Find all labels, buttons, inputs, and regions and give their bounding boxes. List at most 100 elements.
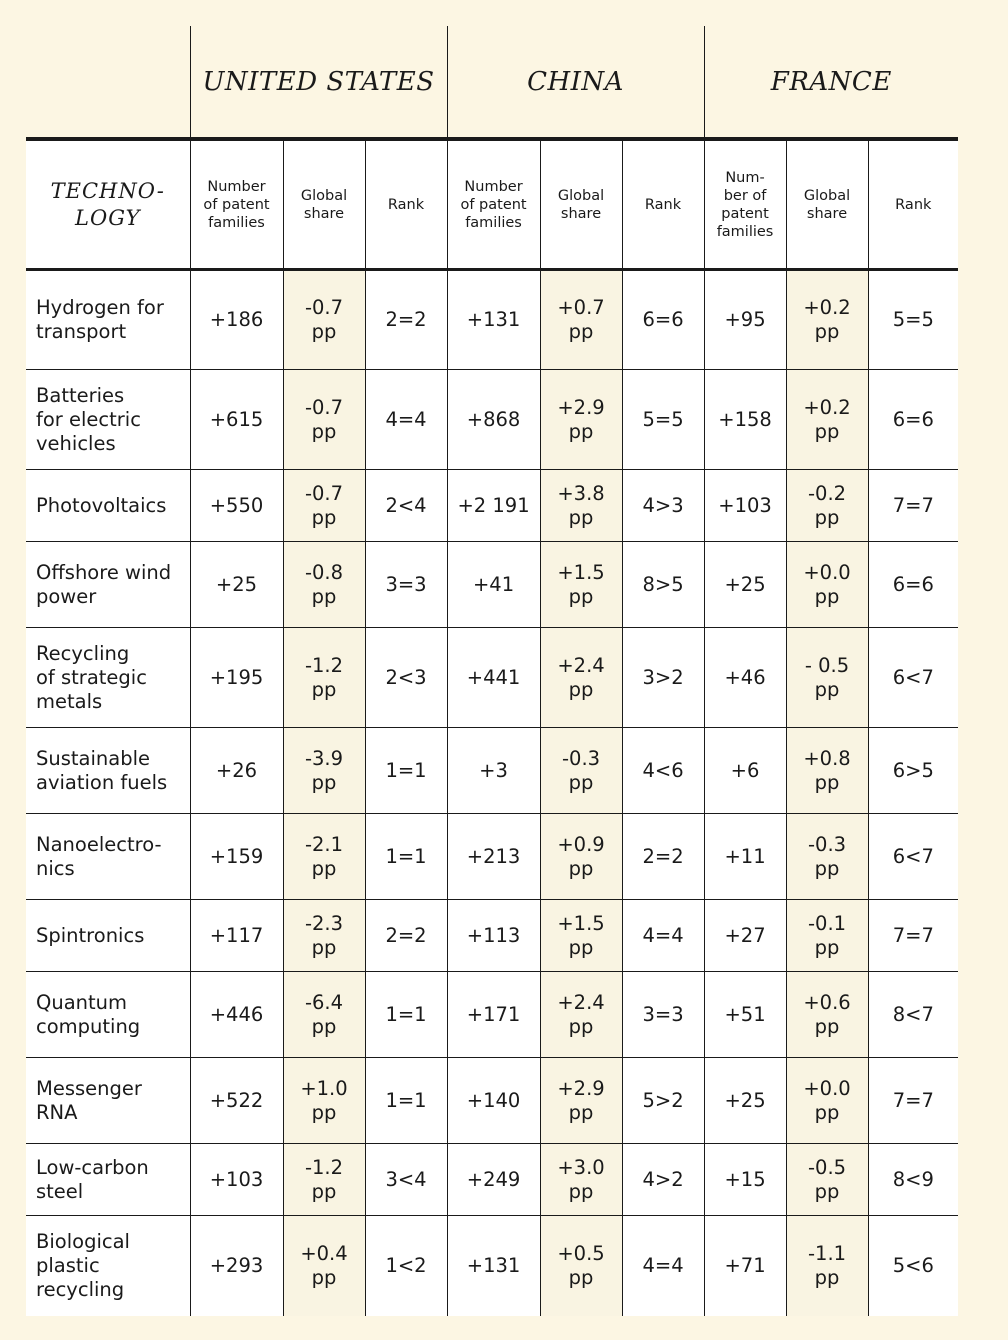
- france-rank-cell: 8<9: [867, 1143, 959, 1216]
- france-patent-families-cell: +46: [703, 627, 787, 728]
- france-global-share-cell: -1.1 pp: [785, 1215, 869, 1316]
- rank-value: 3=3: [385, 572, 427, 596]
- france-rank-cell: 6<7: [867, 627, 959, 728]
- technology-cell: Low-carbon steel: [26, 1143, 191, 1216]
- france-rank-cell: 5<6: [867, 1215, 959, 1316]
- patent-families-value: +51: [724, 1002, 766, 1026]
- global-share-value: +0.0 pp: [803, 1076, 851, 1124]
- table-row: Offshore wind power +25 -0.8 pp 3=3 +41 +1.5 pp 8…: [26, 541, 959, 628]
- france-global-share-cell: +0.2 pp: [785, 369, 869, 470]
- patent-families-value: +158: [718, 407, 772, 431]
- technology-cell: Nanoelectro-nics: [26, 813, 191, 900]
- global-share-value: - 0.5 pp: [804, 653, 850, 701]
- patent-families-value: +25: [724, 572, 766, 596]
- table-row: Nanoelectro-nics +159 -2.1 pp 1=1 +213 +0.9 pp 2…: [26, 813, 959, 900]
- rank-value: 2<3: [385, 665, 427, 689]
- global-share-value: +2.9 pp: [557, 395, 605, 443]
- table-row: Low-carbon steel +103 -1.2 pp 3<4 +249 +3.0 pp 4>…: [26, 1143, 959, 1216]
- patent-families-value: +249: [466, 1167, 521, 1191]
- patent-families-value: +25: [724, 1088, 766, 1112]
- us-global-share-cell: -0.7 pp: [282, 369, 365, 470]
- global-share-value: +1.5 pp: [557, 911, 605, 959]
- rank-value: 7=7: [892, 923, 934, 947]
- global-share-value: +1.0 pp: [300, 1076, 348, 1124]
- rank-value: 6=6: [892, 572, 934, 596]
- china-global-share-cell: +1.5 pp: [539, 541, 623, 628]
- rank-value: 6=6: [892, 407, 934, 431]
- us-global-share-cell: -6.4 pp: [282, 971, 365, 1058]
- us-global-share-cell: -2.3 pp: [282, 899, 365, 972]
- global-share-value: -0.3 pp: [808, 832, 847, 880]
- technology-name: Offshore wind power: [36, 560, 172, 608]
- global-share-value: +3.8 pp: [557, 481, 605, 529]
- china-patent-families-cell: +249: [446, 1143, 541, 1216]
- us-patent-families-cell: +159: [189, 813, 283, 900]
- us-rank-cell: 2=2: [364, 899, 448, 972]
- china-global-share-cell: +0.5 pp: [539, 1215, 623, 1316]
- china-patent-families-cell: +213: [446, 813, 541, 900]
- rank-value: 6=6: [642, 308, 684, 331]
- china-global-share-cell: +2.4 pp: [539, 627, 623, 728]
- rank-value: 2=2: [642, 844, 684, 868]
- france-rank-cell: 6=6: [867, 369, 959, 470]
- china-global-share-cell: +2.4 pp: [539, 971, 623, 1058]
- global-share-value: +0.0 pp: [803, 560, 851, 608]
- metric-header-china-global-share: Global share: [539, 139, 623, 271]
- rank-value: 1=1: [385, 758, 427, 782]
- rank-value: 7=7: [892, 493, 934, 517]
- france-global-share-cell: +0.8 pp: [785, 727, 869, 814]
- metric-header-label: Rank: [387, 196, 425, 213]
- us-global-share-cell: -0.7 pp: [282, 269, 365, 370]
- france-patent-families-cell: +95: [703, 269, 787, 370]
- us-patent-families-cell: +615: [189, 369, 283, 470]
- france-global-share-cell: -0.2 pp: [785, 469, 869, 542]
- global-share-value: +0.8 pp: [803, 746, 851, 794]
- global-share-value: +0.9 pp: [557, 832, 605, 880]
- rank-value: 5=5: [892, 308, 934, 331]
- patent-families-value: +3: [479, 758, 508, 782]
- france-patent-families-cell: +15: [703, 1143, 787, 1216]
- table-row: Messenger RNA +522 +1.0 pp 1=1 +140 +2.9 pp 5>2 +2…: [26, 1057, 959, 1144]
- rank-value: 5>2: [642, 1088, 684, 1112]
- country-header-france: FRANCE: [703, 26, 959, 141]
- france-rank-cell: 7=7: [867, 1057, 959, 1144]
- global-share-value: -0.7 pp: [304, 395, 344, 443]
- us-rank-cell: 2<4: [364, 469, 448, 542]
- technology-cell: Hydrogen for transport: [26, 269, 191, 370]
- patent-families-value: +171: [466, 1002, 521, 1026]
- china-rank-cell: 3=3: [621, 971, 705, 1058]
- metric-header-us-global-share: Global share: [282, 139, 365, 271]
- china-patent-families-cell: +868: [446, 369, 541, 470]
- china-patent-families-cell: +3: [446, 727, 541, 814]
- france-global-share-cell: +0.2 pp: [785, 269, 869, 370]
- france-rank-cell: 8<7: [867, 971, 959, 1058]
- china-global-share-cell: +1.5 pp: [539, 899, 623, 972]
- rank-value: 4=4: [385, 407, 427, 431]
- france-patent-families-cell: +71: [703, 1215, 787, 1316]
- us-global-share-cell: -0.8 pp: [282, 541, 365, 628]
- france-patent-families-cell: +158: [703, 369, 787, 470]
- china-patent-families-cell: +171: [446, 971, 541, 1058]
- global-share-value: +3.0 pp: [557, 1155, 605, 1203]
- metric-header-label: Global share: [803, 187, 851, 222]
- global-share-value: +0.2 pp: [803, 395, 851, 443]
- rank-value: 4<6: [642, 758, 684, 782]
- global-share-value: +2.9 pp: [557, 1076, 605, 1124]
- patent-families-value: +140: [466, 1088, 521, 1112]
- technology-cell: Offshore wind power: [26, 541, 191, 628]
- technology-cell: Recycling of strategic metals: [26, 627, 191, 728]
- rank-value: 3>2: [642, 665, 684, 689]
- china-patent-families-cell: +113: [446, 899, 541, 972]
- technology-name: Low-carbon steel: [36, 1155, 149, 1203]
- patent-families-value: +11: [724, 844, 766, 868]
- china-global-share-cell: +2.9 pp: [539, 369, 623, 470]
- patent-families-value: +46: [724, 665, 766, 689]
- patent-families-value: +293: [209, 1253, 264, 1277]
- us-global-share-cell: +0.4 pp: [282, 1215, 365, 1316]
- patent-families-value: +2 191: [457, 493, 530, 517]
- patent-families-value: +113: [466, 923, 521, 947]
- china-global-share-cell: +2.9 pp: [539, 1057, 623, 1144]
- table-row: Sustainable aviation fuels +26 -3.9 pp 1=1 +3 -…: [26, 727, 959, 814]
- technology-header: TECHNO- LOGY: [26, 139, 191, 271]
- patent-families-value: +441: [466, 665, 521, 689]
